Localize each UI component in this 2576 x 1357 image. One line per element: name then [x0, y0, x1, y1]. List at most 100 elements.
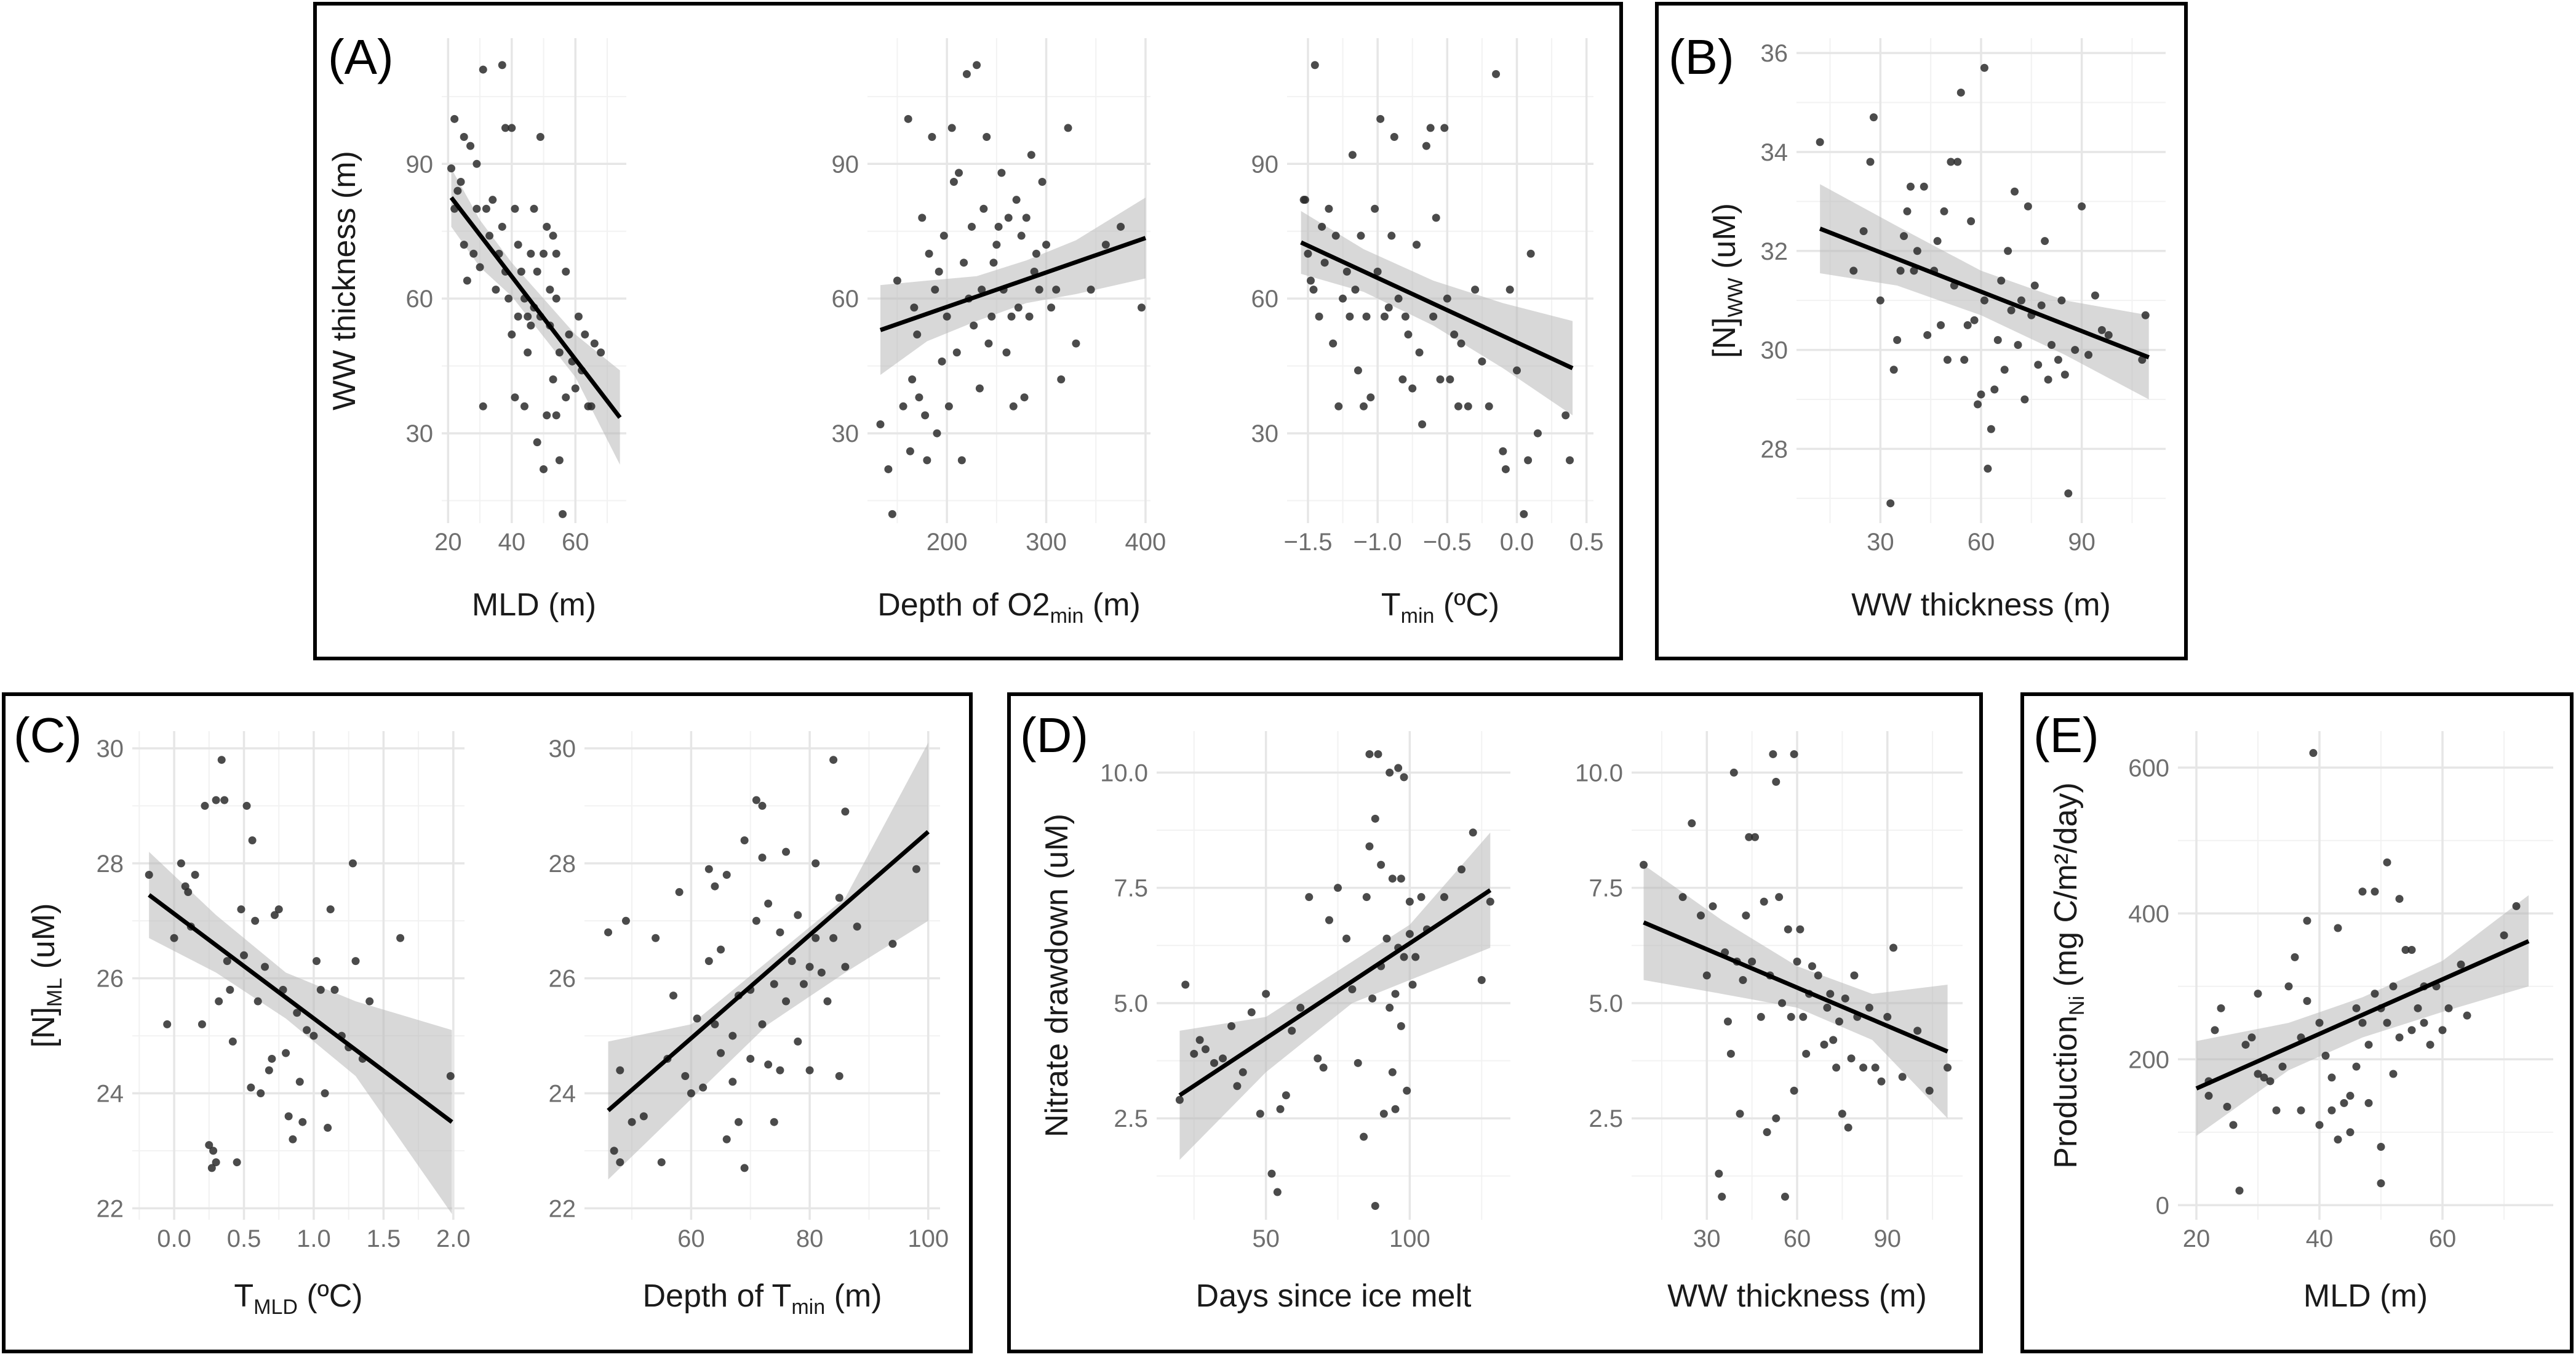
data-point: [910, 303, 919, 312]
data-point: [1793, 958, 1801, 966]
data-point: [2401, 946, 2410, 955]
x-tick-label: 60: [2429, 1225, 2457, 1252]
data-point: [962, 70, 971, 78]
y-axis-title: WW thickness (m): [327, 151, 362, 410]
data-point: [1640, 860, 1648, 869]
x-axis-title-text: Days since ice melt: [1196, 1278, 1472, 1314]
data-point: [1940, 207, 1948, 215]
data-point: [933, 429, 941, 438]
data-point: [1377, 860, 1386, 869]
data-point: [639, 1112, 648, 1121]
data-point: [1835, 1017, 1843, 1026]
data-point: [1025, 312, 1034, 321]
x-tick-label: 60: [677, 1225, 705, 1252]
data-point: [1729, 768, 1738, 777]
data-point: [604, 928, 613, 937]
data-point: [1566, 456, 1574, 465]
x-tick-label: 60: [562, 529, 589, 556]
data-point: [983, 133, 991, 142]
x-tick-label: 20: [434, 529, 462, 556]
data-point: [482, 204, 490, 213]
data-point: [2057, 296, 2066, 305]
data-point: [841, 807, 850, 816]
data-point: [1920, 182, 1928, 191]
data-point: [1052, 286, 1061, 294]
data-point: [717, 945, 725, 954]
data-point: [1035, 286, 1043, 294]
data-point: [1859, 1063, 1868, 1072]
data-point: [1007, 312, 1016, 321]
regression-line: [449, 196, 622, 419]
data-point: [928, 133, 936, 142]
data-point: [559, 510, 567, 518]
data-point: [145, 871, 153, 879]
data-point: [931, 286, 939, 294]
data-point: [1561, 411, 1570, 420]
data-point: [776, 1066, 784, 1075]
data-point: [1282, 1091, 1290, 1100]
data-point: [1869, 113, 1878, 122]
data-point: [540, 465, 548, 473]
data-point: [935, 267, 943, 276]
data-point: [1022, 214, 1031, 222]
data-point: [2334, 1135, 2342, 1144]
data-point: [2321, 1051, 2330, 1060]
data-point: [270, 911, 279, 919]
data-point: [2084, 351, 2093, 359]
x-axis-title: MLD (m): [472, 587, 596, 623]
data-point: [201, 801, 209, 810]
data-point: [1190, 1049, 1198, 1058]
data-point: [2303, 916, 2311, 925]
data-point: [1354, 1059, 1362, 1067]
data-point: [734, 1118, 743, 1126]
y-tick-label: 30: [97, 735, 124, 763]
data-point: [527, 249, 535, 258]
x-axis-title-text: WW thickness (m): [1667, 1278, 1927, 1314]
data-point: [217, 756, 226, 764]
data-point: [514, 312, 522, 321]
data-point: [746, 1054, 755, 1063]
chart-a-mld-vs-ww-thickness: 20 40 60 30 60 90 MLD (m) WW thickness (m): [327, 38, 626, 623]
y-axis-title: [N]WW (uM): [1707, 203, 1747, 358]
data-point: [2020, 395, 2029, 404]
data-point: [1772, 777, 1780, 786]
panel-label-c: (C): [14, 708, 82, 763]
data-point: [687, 1089, 695, 1097]
data-point: [498, 61, 506, 70]
y-tick-label: 200: [2128, 1046, 2169, 1073]
data-point: [1388, 1068, 1397, 1076]
data-point: [2017, 296, 2025, 305]
data-point: [925, 249, 933, 258]
data-point: [1501, 465, 1510, 473]
data-point: [1751, 833, 1760, 841]
data-point: [1351, 286, 1360, 294]
data-point: [1334, 884, 1342, 892]
y-tick-label: 28: [97, 851, 124, 878]
data-point: [549, 375, 557, 384]
data-point: [1820, 1040, 1828, 1049]
data-point: [805, 963, 814, 971]
x-axis-title-subscript: min: [791, 1295, 825, 1319]
data-point: [247, 1083, 255, 1092]
x-tick-label: 80: [796, 1225, 824, 1252]
data-point: [2041, 237, 2049, 246]
data-point: [1450, 330, 1459, 339]
data-point: [469, 249, 478, 258]
panel-label-e: (E): [2033, 708, 2099, 763]
data-point: [1715, 1169, 1723, 1178]
data-point: [396, 934, 405, 942]
data-point: [2048, 341, 2056, 350]
y-tick-label: 400: [2128, 900, 2169, 927]
data-point: [1195, 1036, 1204, 1044]
data-point: [2377, 1179, 2385, 1188]
data-point: [488, 196, 497, 204]
data-point: [1871, 1063, 1880, 1072]
y-tick-label: 2.5: [1589, 1105, 1623, 1132]
data-point: [1027, 151, 1035, 159]
data-point: [2229, 1121, 2238, 1129]
data-point: [1775, 893, 1784, 902]
x-tick-label: 300: [1026, 529, 1067, 556]
regression-line: [2195, 939, 2530, 1091]
data-point: [473, 159, 481, 168]
data-point: [2060, 370, 2069, 379]
